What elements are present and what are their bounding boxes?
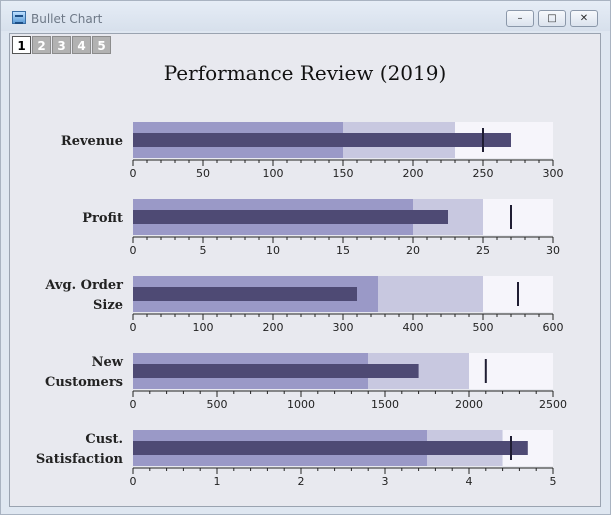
axis-tick-label: 3 (382, 475, 389, 488)
axis-tick-label: 50 (196, 167, 210, 180)
chart-title: Performance Review (2019) (164, 61, 447, 85)
axis-tick-label: 300 (333, 321, 354, 334)
axis-tick-label: 20 (406, 244, 420, 257)
row-label: Avg. Order (44, 278, 123, 293)
axis-tick-label: 25 (476, 244, 490, 257)
bullet-target-marker (517, 282, 519, 306)
row-label: Revenue (61, 134, 123, 149)
bullet-range-mid-band (378, 276, 483, 312)
axis-tick-label: 2500 (539, 398, 567, 411)
close-button[interactable]: ✕ (570, 10, 598, 27)
tab-1[interactable]: 1 (12, 36, 31, 54)
tab-2[interactable]: 2 (32, 36, 51, 54)
axis-tick-label: 0 (130, 244, 137, 257)
axis-tick-label: 2000 (455, 398, 483, 411)
axis-tick-label: 4 (466, 475, 473, 488)
axis-tick-label: 0 (130, 321, 137, 334)
bullet-value-bar (133, 133, 511, 147)
axis-tick-label: 1 (214, 475, 221, 488)
row-label: Satisfaction (36, 452, 124, 467)
axis-tick-label: 500 (207, 398, 228, 411)
axis-tick-label: 2 (298, 475, 305, 488)
axis-tick-label: 250 (473, 167, 494, 180)
axis-tick-label: 5 (200, 244, 207, 257)
bullet-value-bar (133, 364, 419, 378)
chart-area: 1 2 3 4 5 Performance Review (2019) 0 50 10… (9, 33, 601, 507)
axis-tick-label: 100 (263, 167, 284, 180)
bullet-value-bar (133, 287, 357, 301)
bullet-chart: Performance Review (2019)0 50 100 150 200 250… (36, 61, 567, 488)
axis-tick-label: 30 (546, 244, 560, 257)
axis-tick-label: 400 (403, 321, 424, 334)
maximize-button[interactable]: □ (538, 10, 566, 27)
axis-tick-label: 0 (130, 475, 137, 488)
bullet-target-marker (510, 436, 512, 460)
row-label: New (92, 355, 124, 370)
bullet-target-marker (482, 128, 484, 152)
axis-tick-label: 200 (403, 167, 424, 180)
axis-tick-label: 1000 (287, 398, 315, 411)
app-chart-icon (12, 11, 26, 24)
bullet-value-bar (133, 210, 448, 224)
axis-tick-label: 500 (473, 321, 494, 334)
title-bar[interactable]: Bullet Chart – □ ✕ (1, 1, 610, 31)
bullet-target-marker (510, 205, 512, 229)
axis-tick-label: 600 (543, 321, 564, 334)
axis-tick-label: 100 (193, 321, 214, 334)
row-label: Size (93, 298, 123, 313)
axis-tick-label: 200 (263, 321, 284, 334)
row-label: Customers (45, 375, 123, 390)
bullet-range-high-band (483, 199, 553, 235)
axis-tick-label: 0 (130, 167, 137, 180)
tab-3[interactable]: 3 (52, 36, 71, 54)
row-label: Cust. (85, 432, 123, 447)
bullet-range-high-band (469, 353, 553, 389)
axis-tick-label: 15 (336, 244, 350, 257)
axis-tick-label: 5 (550, 475, 557, 488)
tab-5[interactable]: 5 (92, 36, 111, 54)
axis-tick-label: 150 (333, 167, 354, 180)
minimize-button[interactable]: – (506, 10, 534, 27)
axis-tick-label: 300 (543, 167, 564, 180)
axis-tick-label: 0 (130, 398, 137, 411)
row-label: Profit (82, 211, 123, 226)
window-title: Bullet Chart (31, 12, 103, 26)
bullet-target-marker (484, 359, 487, 383)
axis-tick-label: 1500 (371, 398, 399, 411)
tab-4[interactable]: 4 (72, 36, 91, 54)
axis-tick-label: 10 (266, 244, 280, 257)
bullet-value-bar (133, 441, 528, 455)
